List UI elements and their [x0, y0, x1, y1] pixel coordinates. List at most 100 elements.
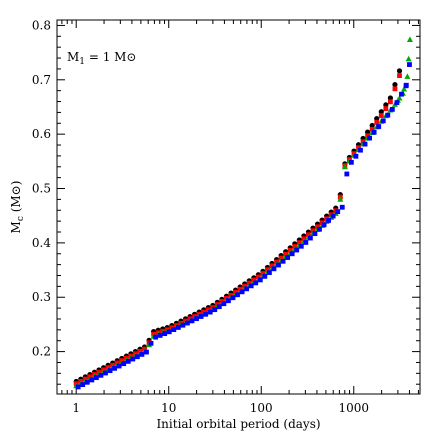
x-tick-label: 10 — [161, 401, 176, 415]
series-1-point — [378, 109, 384, 115]
series-4-point — [280, 258, 286, 264]
series-4-point — [189, 318, 195, 324]
plot-frame — [56, 19, 421, 395]
series-4-point — [253, 280, 259, 286]
x-tick-label: 1 — [72, 401, 80, 415]
y-tick-label: 0.4 — [32, 236, 51, 250]
series-4-point — [276, 262, 281, 268]
series-4-point — [403, 82, 409, 88]
series-4-point — [353, 153, 359, 159]
series-4-point — [317, 226, 322, 232]
series-4-point — [298, 243, 304, 249]
y-axis-title-symbol: M — [9, 221, 23, 233]
series-2-point — [383, 106, 389, 112]
series-4-point — [139, 351, 145, 357]
annotation-rest: = 1 M⊙ — [85, 50, 136, 64]
y-axis-title-subscript: c — [16, 216, 26, 221]
series-4-point — [407, 62, 412, 67]
series-4-point — [84, 379, 90, 385]
series-4-point — [75, 384, 81, 390]
series-4-point — [358, 147, 363, 153]
series-4-point — [285, 255, 291, 260]
series-4-point — [376, 124, 382, 129]
series-2-point — [378, 113, 384, 118]
series-3-point — [341, 163, 348, 170]
series-4-point — [330, 213, 336, 219]
series-3-point — [396, 94, 403, 101]
series-4-point — [239, 289, 245, 295]
series-4-point — [244, 286, 250, 292]
series-4-point — [267, 270, 272, 275]
series-4-point — [344, 171, 350, 177]
series-4-point — [180, 322, 186, 328]
series-4-point — [175, 325, 181, 330]
series-4-point — [389, 106, 395, 112]
series-4-point — [226, 298, 231, 304]
series-4-point — [335, 209, 341, 215]
series-1-point — [396, 68, 403, 74]
series-4-point — [339, 204, 345, 210]
series-4-point — [380, 118, 386, 124]
series-3-point — [405, 55, 412, 62]
series-4-point — [148, 340, 154, 346]
series-4-point — [371, 129, 377, 135]
series-4-point — [125, 358, 131, 364]
y-tick-label: 0.2 — [32, 345, 51, 359]
series-4-point — [212, 307, 218, 312]
series-4-point — [89, 377, 95, 383]
series-2-point — [392, 86, 398, 92]
series-2-point — [374, 120, 380, 125]
y-tick-label: 0.5 — [32, 182, 51, 196]
series-4-point — [194, 316, 199, 322]
series-4-point — [257, 277, 263, 283]
labels: 1 10 100 1000 0.2 0.3 0.4 0.5 0.6 0.7 0.8 Initial o… — [9, 18, 369, 431]
series-4-point — [289, 251, 295, 257]
series-4-point — [235, 292, 240, 298]
series-4-point — [348, 159, 354, 165]
x-axis-title: Initial orbital period (days) — [156, 417, 320, 431]
series-4-point — [116, 363, 122, 369]
series-4-point — [198, 314, 204, 319]
series-4-point — [107, 368, 113, 374]
series-4-point — [321, 222, 327, 228]
series-4-point — [203, 311, 209, 317]
series-4-point — [307, 235, 313, 241]
series-4-point — [144, 349, 149, 355]
series-4-point — [121, 361, 127, 367]
series-4-point — [112, 365, 117, 371]
series-4-point — [185, 320, 190, 326]
annotation-m1: M1 = 1 M⊙ — [67, 50, 137, 67]
y-tick-label: 0.7 — [32, 73, 51, 87]
series-4-point — [385, 112, 391, 118]
series-4-point — [262, 273, 268, 279]
series-4-point — [134, 354, 140, 360]
series-4-point — [171, 327, 177, 332]
series-1-point — [392, 81, 398, 88]
annotation-subscript: 1 — [79, 57, 85, 67]
series-4-point — [303, 240, 309, 245]
y-axis-title-unit: (M⊙) — [9, 181, 23, 217]
series-2-point — [397, 73, 402, 79]
series-3-point — [404, 73, 411, 79]
series-4-point — [103, 370, 108, 376]
series-4-point — [98, 372, 104, 378]
series-4-point — [230, 295, 236, 301]
series-4-point — [157, 332, 163, 338]
annotation-symbol: M — [67, 50, 79, 64]
series-4-point — [248, 283, 254, 289]
axes — [56, 19, 421, 395]
series-2-point — [369, 126, 375, 132]
series-4-point — [166, 329, 172, 335]
x-tick-label: 100 — [250, 401, 273, 415]
series-4-point — [216, 304, 222, 310]
series-1-point — [387, 95, 393, 101]
x-tick-label: 1000 — [338, 401, 369, 415]
series-1-point — [383, 102, 389, 108]
series-3-point — [406, 36, 413, 42]
series-4-point — [130, 356, 136, 362]
series-4-point — [162, 331, 168, 337]
series-3-point — [401, 85, 408, 92]
series-4-point — [394, 100, 400, 105]
y-tick-label: 0.8 — [32, 18, 51, 32]
